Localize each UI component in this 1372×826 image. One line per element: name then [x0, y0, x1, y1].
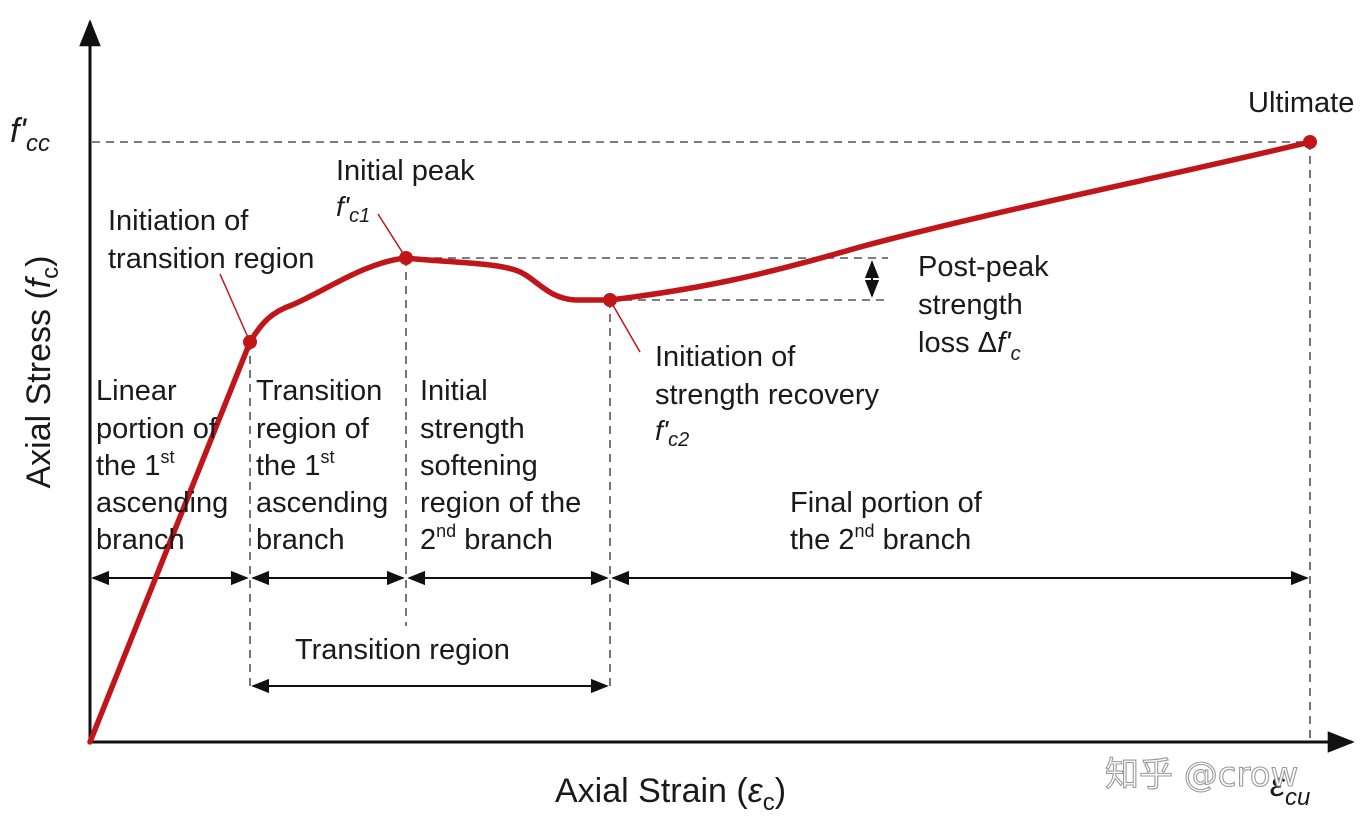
- svg-text:strength: strength: [420, 413, 525, 445]
- ecu-label: εcu: [1270, 766, 1310, 811]
- stress-strain-curve: [87, 139, 1313, 745]
- point-strength-recovery: [603, 293, 617, 307]
- svg-text:branch: branch: [256, 524, 345, 556]
- svg-text:branch: branch: [96, 524, 185, 556]
- point-transition-start: [243, 335, 257, 349]
- watermark: 知乎 @crow: [1105, 755, 1298, 795]
- recovery-label-1: Initiation of: [655, 341, 796, 373]
- svg-text:Initial: Initial: [420, 375, 488, 407]
- svg-text:ascending: ascending: [96, 487, 228, 519]
- svg-text:ascending: ascending: [256, 487, 388, 519]
- initial-peak-label: Initial peak: [336, 155, 475, 187]
- svg-text:Final portion of: Final portion of: [790, 487, 983, 519]
- region-transition-label: Transition region of the 1st ascending b…: [256, 375, 388, 556]
- svg-text:the 2nd branch: the 2nd branch: [790, 521, 971, 556]
- fc2-label: f'c2: [655, 415, 689, 451]
- region-final-label: Final portion of the 2nd branch: [790, 487, 983, 556]
- svg-text:portion of: portion of: [96, 413, 218, 445]
- transition-start-label-2: transition region: [108, 243, 314, 275]
- svg-text:region of the: region of the: [420, 487, 581, 519]
- region-linear-label: Linear portion of the 1st ascending bran…: [96, 375, 228, 556]
- svg-text:region of: region of: [256, 413, 370, 445]
- point-ultimate: [1303, 135, 1317, 149]
- point-initial-peak: [399, 251, 413, 265]
- svg-text:the 1st: the 1st: [96, 447, 175, 482]
- leader-recovery: [609, 299, 641, 353]
- svg-text:Linear: Linear: [96, 375, 177, 407]
- svg-text:Transition: Transition: [256, 375, 382, 407]
- recovery-label-2: strength recovery: [655, 379, 880, 411]
- ultimate-label: Ultimate: [1248, 87, 1354, 119]
- svg-text:softening: softening: [420, 450, 538, 482]
- svg-text:2nd branch: 2nd branch: [420, 521, 553, 556]
- leader-transition-start: [219, 273, 251, 343]
- post-peak-label-3: loss Δf'c: [918, 327, 1021, 365]
- leader-initial-peak: [377, 213, 407, 259]
- region-softening-label: Initial strength softening region of the…: [420, 375, 581, 556]
- x-axis-label: Axial Strain (εc): [555, 772, 786, 816]
- fcc-label: f'cc: [10, 112, 50, 157]
- transition-start-label-1: Initiation of: [108, 205, 249, 237]
- y-axis-label: Axial Stress (fc): [20, 255, 64, 488]
- transition-region-label: Transition region: [295, 634, 510, 666]
- fc1-label: f'c1: [336, 191, 370, 227]
- post-peak-label-2: strength: [918, 289, 1023, 321]
- post-peak-label-1: Post-peak: [918, 251, 1049, 283]
- svg-text:the 1st: the 1st: [256, 447, 335, 482]
